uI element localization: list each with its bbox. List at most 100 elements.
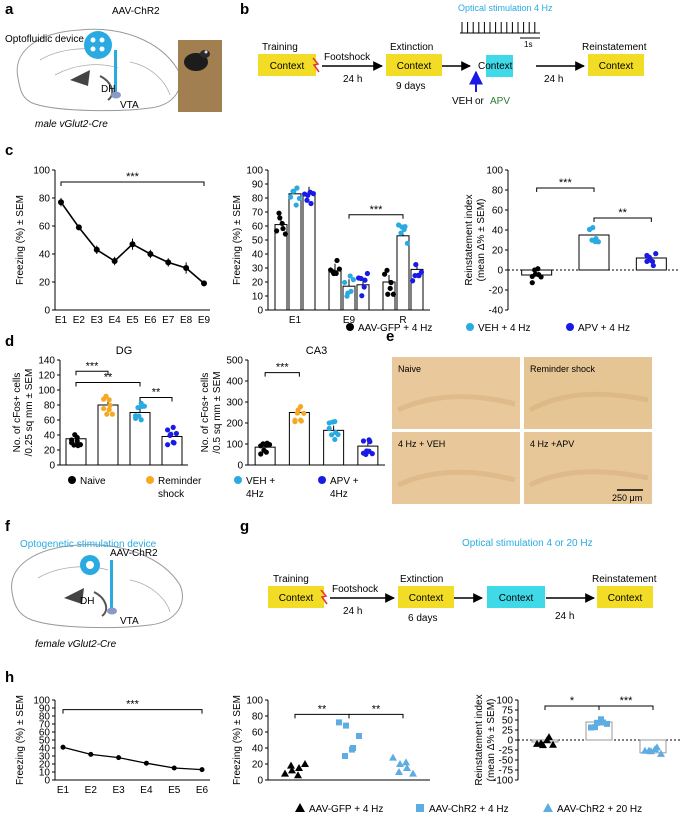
data-point — [143, 760, 149, 766]
context-text-stim-b: Context — [478, 61, 513, 72]
delay2-g: 24 h — [555, 611, 574, 622]
legend-label: Naive — [80, 476, 106, 487]
data-point — [171, 765, 177, 771]
x-tick-label: E4 — [140, 785, 153, 796]
legend-marker — [346, 323, 354, 331]
y-tick-label: 0 — [257, 776, 263, 787]
y-tick-label: 300 — [226, 398, 243, 409]
data-point — [107, 402, 113, 408]
x-tick-label: E1 — [289, 315, 302, 326]
context-text-stim-g: Context — [499, 593, 534, 604]
y-tick-label: 140 — [38, 356, 55, 367]
data-point — [538, 274, 544, 280]
y-axis-label: Freezing (%) ± SEM — [15, 695, 26, 785]
data-point — [279, 220, 285, 227]
data-point — [404, 240, 410, 246]
virus-label-a: AAV-ChR2 — [112, 6, 160, 17]
significance-bracket — [536, 187, 595, 192]
y-axis-label: Freezing (%) ± SEM — [15, 195, 26, 285]
data-point — [329, 432, 335, 438]
y-tick-label: 40 — [252, 250, 264, 261]
y-tick-label: 60 — [492, 206, 504, 217]
data-point — [183, 265, 190, 271]
y-tick-label: 80 — [252, 194, 264, 205]
data-point — [359, 293, 365, 299]
data-point — [294, 771, 302, 779]
significance-bracket — [62, 709, 203, 714]
data-point — [111, 258, 118, 264]
footshock-label-g: Footshock — [332, 584, 379, 595]
panel-letter-e: e — [386, 328, 394, 345]
data-point — [281, 769, 289, 777]
data-point — [297, 404, 304, 410]
legend-label-2: shock — [158, 489, 185, 500]
panel-letter-g: g — [240, 518, 249, 535]
data-point — [650, 262, 656, 269]
y-tick-label: 20 — [252, 760, 264, 771]
y-axis-label: Freezing (%) ± SEM — [232, 195, 243, 285]
extinction-label-g: Extinction — [400, 574, 443, 585]
y-tick-label: 25 — [502, 726, 514, 737]
y-tick-label: -100 — [493, 776, 513, 787]
x-tick-label: E3 — [91, 315, 104, 326]
panel-letter-c: c — [5, 142, 13, 159]
data-point — [387, 285, 393, 291]
y-tick-label: 50 — [502, 716, 514, 727]
treat-or-b: or — [475, 96, 485, 107]
device-label-a: Optofluidic device — [5, 34, 84, 45]
y-tick-label: 20 — [492, 246, 504, 257]
context-box-training-g — [268, 586, 324, 608]
data-point — [529, 280, 535, 286]
brain-diagram-f — [11, 544, 183, 629]
y-tick-label: 20 — [39, 760, 51, 771]
data-point — [106, 397, 112, 403]
data-point — [116, 755, 122, 761]
y-axis-label: Freezing (%) ± SEM — [232, 695, 243, 785]
data-point — [342, 753, 348, 759]
data-point — [334, 257, 340, 264]
legend-marker — [566, 323, 574, 331]
y-axis-label-2: (mean Δ% ± SEM) — [476, 199, 487, 282]
data-point — [170, 439, 176, 445]
data-point — [651, 745, 659, 753]
significance-bracket — [593, 217, 652, 222]
data-point — [304, 197, 310, 203]
data-point — [399, 224, 405, 230]
y-tick-label: 0 — [507, 736, 513, 747]
y-tick-label: 20 — [252, 278, 264, 289]
data-point — [418, 269, 424, 275]
data-point — [360, 438, 367, 444]
y-tick-label: 80 — [39, 712, 51, 723]
scale-label-b: 1s — [524, 40, 532, 49]
data-point — [342, 279, 348, 286]
legend-label: VEH + — [246, 476, 275, 487]
treat-apv-b: APV — [490, 96, 510, 107]
stim-box-g — [487, 586, 545, 608]
data-point — [366, 448, 372, 454]
data-point — [165, 259, 172, 266]
data-point — [331, 270, 337, 277]
data-point — [409, 769, 417, 777]
context-text-reinstatement-g: Context — [608, 593, 643, 604]
data-point — [594, 719, 600, 726]
significance-label: ** — [152, 387, 161, 399]
data-point — [335, 431, 341, 438]
legend-label: AAV-ChR2 + 20 Hz — [557, 804, 642, 815]
legend-label-2: 4Hz — [246, 489, 264, 500]
data-point — [93, 246, 100, 253]
data-point — [77, 442, 83, 448]
data-point — [358, 275, 364, 282]
bar — [328, 270, 342, 311]
data-point — [347, 273, 353, 279]
y-axis-label: No. of cFos+ cells — [200, 373, 211, 453]
legend-c: AAV-GFP + 4 Hz VEH + 4 Hz APV + 4 Hz — [346, 323, 630, 334]
data-point — [412, 272, 418, 279]
data-point — [384, 267, 390, 273]
data-point — [75, 224, 82, 231]
x-tick-label: E5 — [168, 785, 181, 796]
y-tick-label: 40 — [39, 744, 51, 755]
legend-marker — [68, 476, 76, 484]
x-tick-label: E1 — [55, 315, 68, 326]
data-point — [288, 194, 294, 200]
context-text-extinction-b: Context — [397, 61, 432, 72]
